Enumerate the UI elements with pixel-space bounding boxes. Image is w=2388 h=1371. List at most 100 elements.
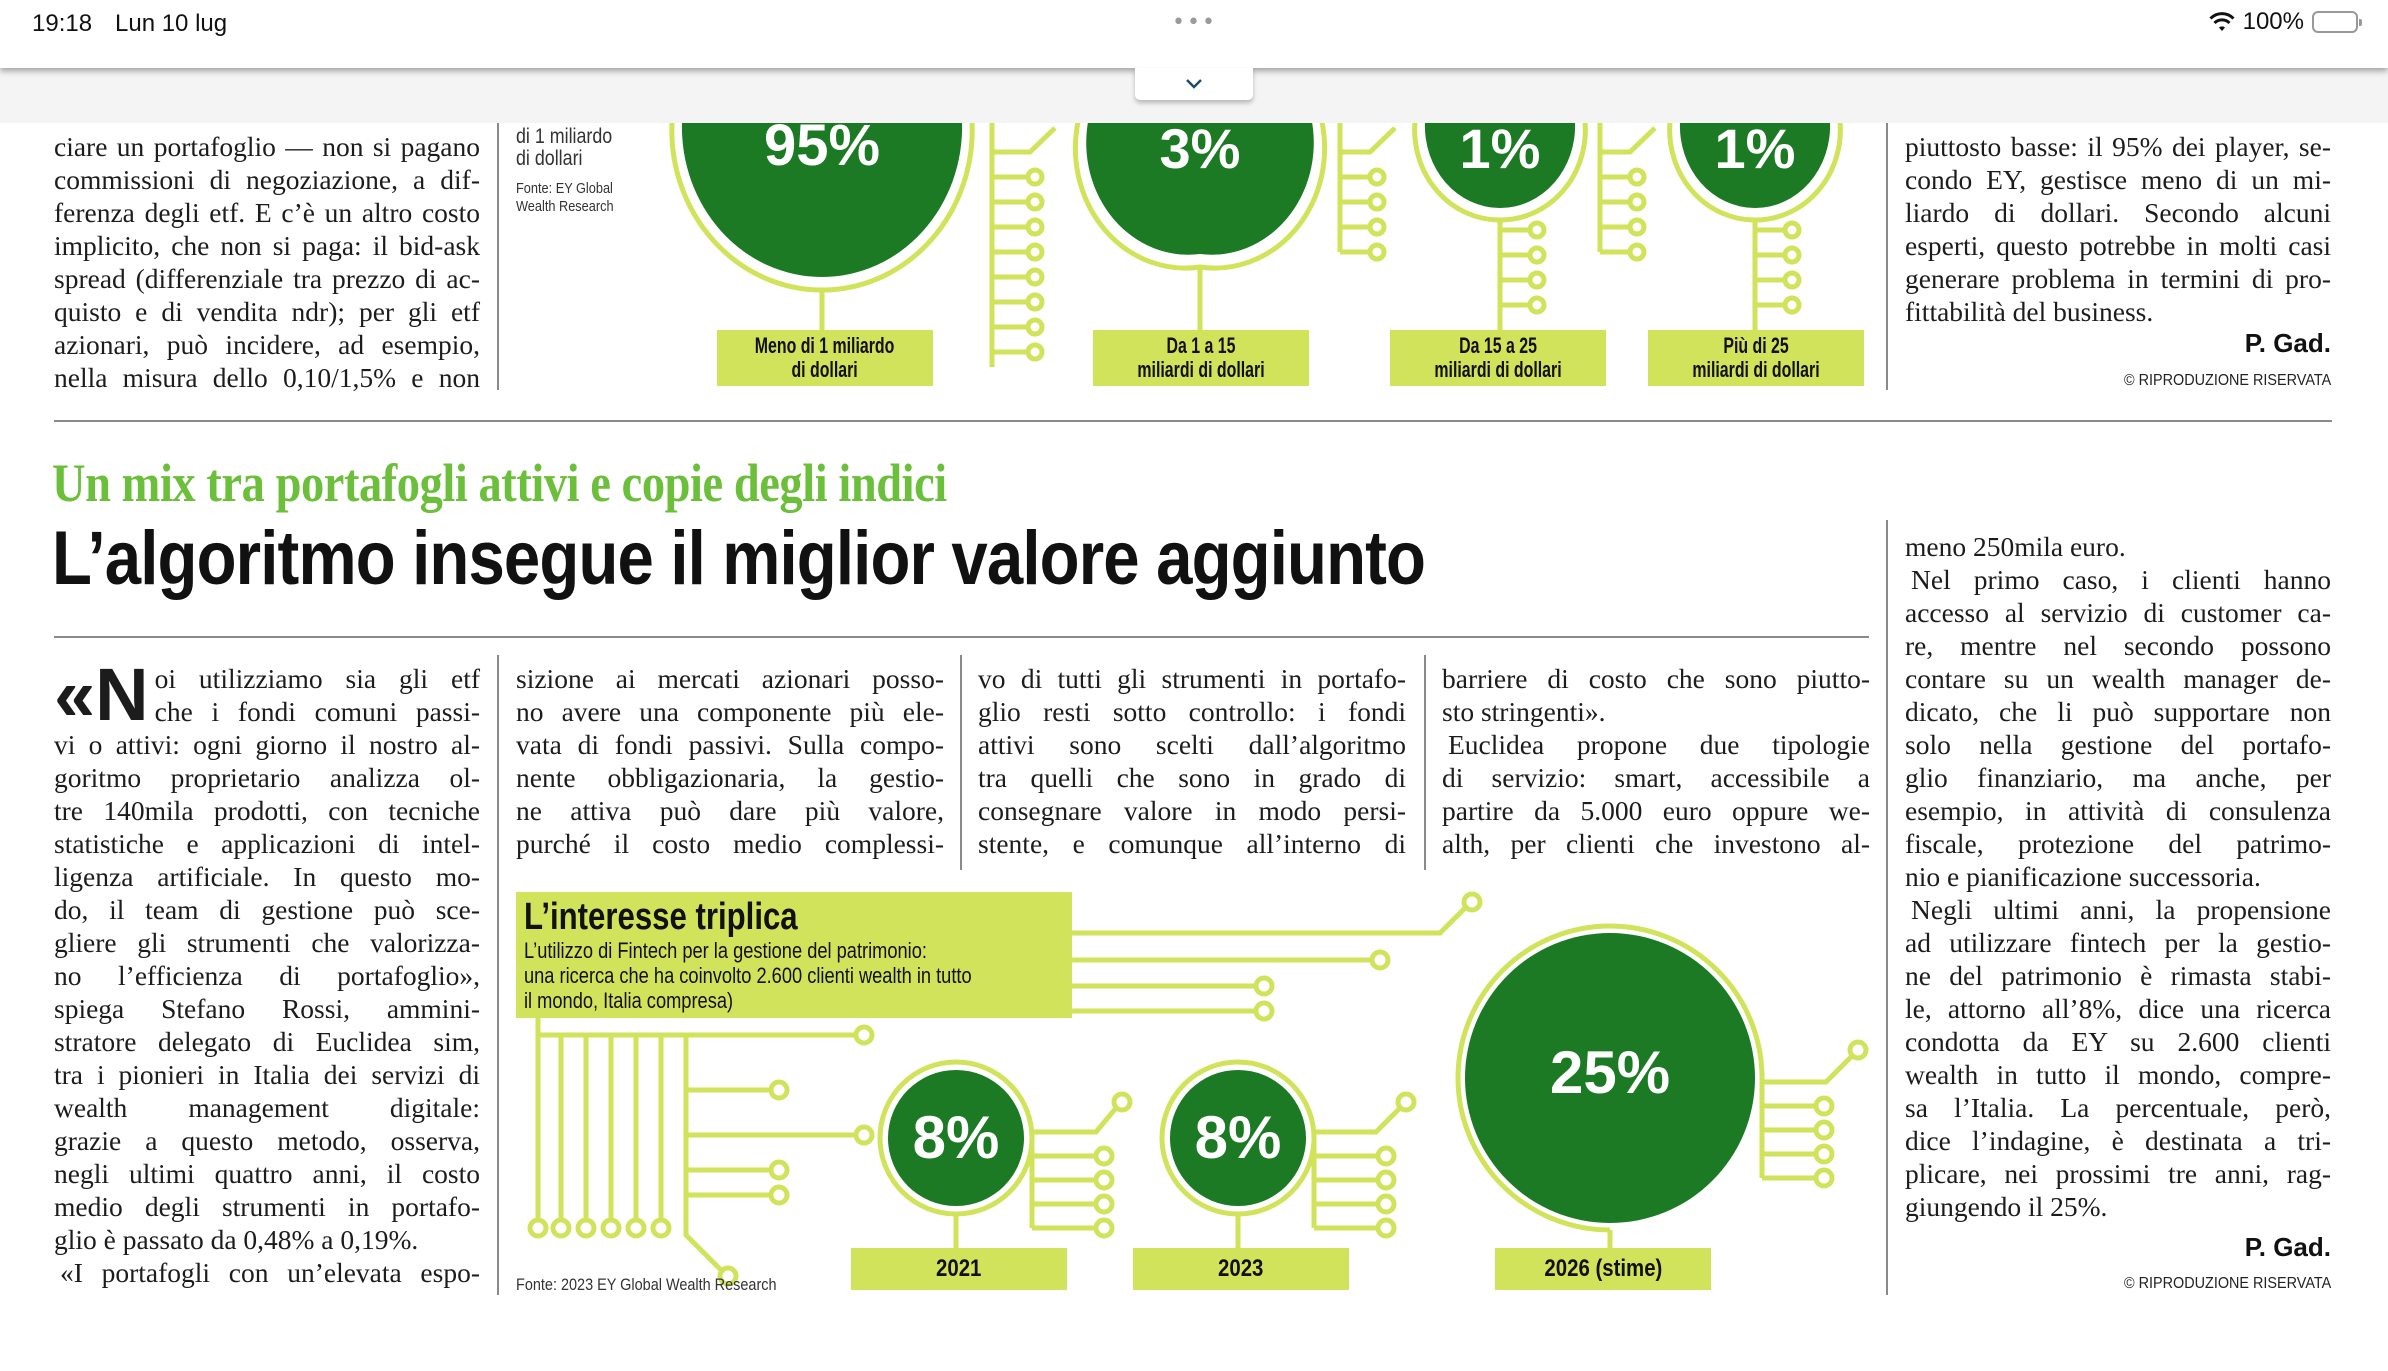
collapse-toolbar-button[interactable]	[1135, 68, 1253, 100]
chevron-down-icon	[1186, 79, 1202, 89]
chart1-graphic	[669, 122, 1843, 367]
chart2-category-2021: 2021	[851, 1248, 1067, 1290]
text-line: plicare, nei prossimi tre anni, rag-	[1905, 1158, 2331, 1189]
article-kicker: Un mix tra portafogli attivi e copie deg…	[52, 453, 947, 513]
text-line: partire da 5.000 euro oppure we-	[1442, 795, 1870, 826]
column-divider	[1886, 122, 1888, 390]
text-line: solo nella gestione del portafo-	[1905, 729, 2331, 760]
text-line: dice l’indagine, è destinata a tri-	[1905, 1125, 2331, 1156]
text-line: spread (differenziale tra prezzo di ac-	[54, 263, 480, 294]
column-divider	[497, 655, 499, 1295]
text-line: tra quelli che sono in grado di	[978, 762, 1406, 793]
article-column-3: vo di tutti gli strumenti in portafo- gl…	[978, 662, 1406, 860]
chart2-graphic	[527, 891, 1869, 1287]
text-line: negli ultimi quattro anni, il costo	[54, 1158, 480, 1189]
text-line: tre 140mila prodotti, con tecniche	[54, 795, 480, 826]
article-byline: P. Gad.	[2244, 1232, 2331, 1262]
chart1-category-2: Da 1 a 15 miliardi di dollari	[1093, 330, 1309, 386]
text-line: no l’efficienza di portafoglio»,	[54, 960, 480, 991]
text-line: meno 250mila euro.	[1905, 531, 2126, 562]
text-line: vo di tutti gli strumenti in portafo-	[978, 663, 1406, 694]
multitasking-dots[interactable]: •••	[1172, 10, 1217, 35]
text-line: fittabilità del business.	[1905, 296, 2154, 327]
top-article-copyright: © RIPRODUZIONE RISERVATA	[2123, 372, 2331, 389]
text-line: sa l’Italia. La percentuale, però,	[1905, 1092, 2331, 1123]
status-bar: 19:18 Lun 10 lug ••• 100%	[0, 0, 2388, 68]
status-right: 100%	[2209, 8, 2362, 36]
column-divider	[1424, 655, 1426, 870]
text-line: spiega Stefano Rossi, ammini-	[54, 993, 480, 1024]
text-line: oi utilizziamo sia gli etf	[154, 663, 480, 694]
text-line: condo EY, gestisce meno di un mi-	[1905, 164, 2331, 195]
chart1-value-2: 3%	[1159, 117, 1241, 180]
chart2-title: L’interesse triplica	[524, 896, 798, 938]
article-column-5: meno 250mila euro. Nel primo caso, i cli…	[1905, 530, 2331, 1223]
text-line: dicato, che li può supportare non	[1905, 696, 2331, 727]
text-line: quisto e di vendita ndr); per gli etf	[54, 296, 480, 327]
article-column-2: sizione ai mercati azionari posso- no av…	[516, 662, 944, 860]
text-line: accesso al servizio di customer ca-	[1905, 597, 2331, 628]
text-line: di servizio: smart, accessibile a	[1442, 762, 1870, 793]
text-line: attivi sono scelti dall’algoritmo	[978, 729, 1406, 760]
text-line: ne del patrimonio è rimasta stabi-	[1905, 960, 2331, 991]
article-headline: L’algoritmo insegue il miglior valore ag…	[52, 516, 1426, 601]
chart1-value-3: 1%	[1459, 117, 1541, 180]
text-line: ciare un portafoglio — non si pagano	[54, 131, 480, 162]
status-date: Lun 10 lug	[115, 10, 228, 37]
chart1-caption: di 1 miliardo di dollari	[516, 125, 613, 170]
article-copyright: © RIPRODUZIONE RISERVATA	[2123, 1275, 2331, 1292]
text-line: le, attorno all’8%, dice una ricerca	[1905, 993, 2331, 1024]
text-line: no avere una componente più ele-	[516, 696, 944, 727]
chart1-source: Fonte: EY Global Wealth Research	[516, 180, 614, 215]
chart2-value-2026: 25%	[1549, 1039, 1671, 1106]
text-line: glio resti sotto controllo: i fondi	[978, 696, 1406, 727]
text-line: statistiche e applicazioni di intel-	[54, 828, 480, 859]
text-line: do, il team di gestione può sce-	[54, 894, 480, 925]
text-line: nella misura dello 0,10/1,5% e non	[54, 362, 480, 393]
text-line: che i fondi comuni passi-	[154, 696, 480, 727]
text-line: wealth management digitale:	[54, 1092, 480, 1123]
text-line: contare su un wealth manager de-	[1905, 663, 2331, 694]
article-column-4: barriere di costo che sono piutto- sto s…	[1442, 662, 1870, 860]
text-line: purché il costo medio complessi-	[516, 828, 944, 859]
chart2-source: Fonte: 2023 EY Global Wealth Research	[516, 1275, 777, 1294]
top-article-left-column: ciare un portafoglio — non si pagano com…	[54, 130, 480, 394]
text-line: glio finanziario, ma anche, per	[1905, 762, 2331, 793]
chart1-category-1: Meno di 1 miliardo di dollari	[717, 330, 933, 386]
text-line: stente, e comunque all’interno di	[978, 828, 1406, 859]
text-line: nente obbligazionaria, la gestio-	[516, 762, 944, 793]
text-line: barriere di costo che sono piutto-	[1442, 663, 1870, 694]
text-line: vi o attivi: ogni giorno il nostro al-	[54, 729, 480, 760]
chart2-category-2026: 2026 (stime)	[1495, 1248, 1711, 1290]
text-line: «I portafogli con un’elevata espo-	[60, 1257, 480, 1288]
text-line: sizione ai mercati azionari posso-	[516, 663, 944, 694]
text-line: Nel primo caso, i clienti hanno	[1911, 564, 2331, 595]
text-line: stratore delegato di Euclidea sim,	[54, 1026, 480, 1057]
text-line: wealth in tutto il mondo, compre-	[1905, 1059, 2331, 1090]
text-line: condotta da EY su 2.600 clienti	[1905, 1026, 2331, 1057]
text-line: gliere gli strumenti che valorizza-	[54, 927, 480, 958]
text-line: generare problema in termini di pro-	[1905, 263, 2331, 294]
text-line: Euclidea propone due tipologie	[1448, 729, 1870, 760]
text-line: piuttosto basse: il 95% dei player, se-	[1905, 131, 2331, 162]
chart2-value-2023: 8%	[1194, 1104, 1282, 1171]
text-line: liardo di dollari. Secondo alcuni	[1905, 197, 2331, 228]
drop-cap: «N	[54, 653, 149, 736]
column-divider	[1886, 520, 1888, 1295]
text-line: esempio, in attività di consulenza	[1905, 795, 2331, 826]
chart1-value-4: 1%	[1714, 117, 1796, 180]
text-line: fiscale, protezione del patrimo-	[1905, 828, 2331, 859]
text-line: tra i pionieri in Italia dei servizi di	[54, 1059, 480, 1090]
article-column-1: «N oi utilizziamo sia gli etf che i fond…	[54, 653, 480, 1289]
text-line: giungendo il 25%.	[1905, 1191, 2108, 1222]
chart2-title-box: L’interesse triplica L’utilizzo di Finte…	[516, 892, 1072, 1018]
headline-divider	[54, 636, 1869, 638]
chart1-category-3: Da 15 a 25 miliardi di dollari	[1390, 330, 1606, 386]
status-time: 19:18	[32, 10, 93, 37]
text-line: alth, per clienti che investono al-	[1442, 828, 1870, 859]
text-line: ferenza degli etf. E c’è un altro costo	[54, 197, 480, 228]
text-line: medio degli strumenti in portafo-	[54, 1191, 480, 1222]
text-line: re, mentre nel secondo possono	[1905, 630, 2331, 661]
text-line: ligenza artificiale. In questo mo-	[54, 861, 480, 892]
